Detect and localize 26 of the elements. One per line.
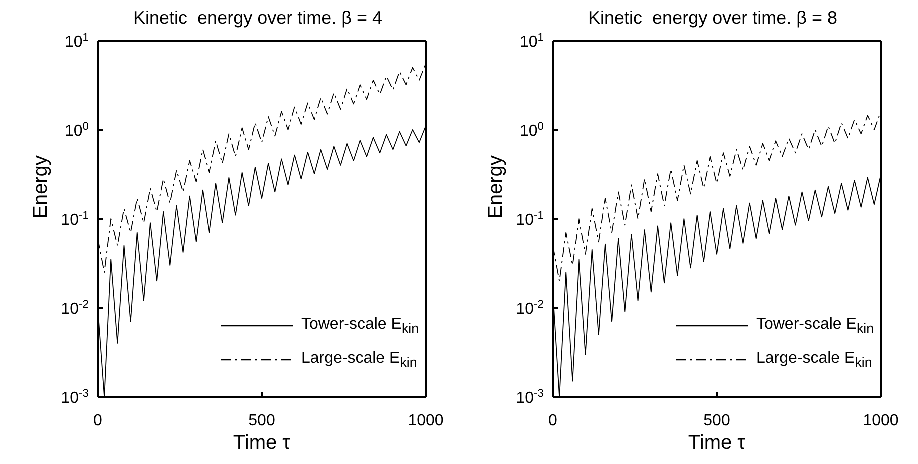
x-tick-label: 1000 bbox=[863, 412, 899, 430]
x-axis-title: Time τ bbox=[688, 432, 746, 454]
x-tick-label: 0 bbox=[548, 412, 558, 430]
y-axis-title: Energy bbox=[30, 156, 52, 219]
x-tick-label: 1000 bbox=[408, 412, 444, 430]
y-tick-label: 10$^{0}$ bbox=[520, 121, 544, 140]
y-tick-label: 10$^{-1}$ bbox=[61, 210, 89, 229]
y-tick-label: 10$^{0}$ bbox=[64, 121, 89, 140]
chart-title: Kinetic energy over time. β = 4 bbox=[132, 8, 384, 29]
x-axis-title: Time τ bbox=[233, 432, 291, 454]
x-tick-label: 500 bbox=[704, 412, 730, 430]
legend-label: Large-scale E$_{kin}$ bbox=[301, 350, 418, 370]
x-tick-label: 500 bbox=[248, 412, 276, 430]
y-tick-label: 10$^{-2}$ bbox=[516, 299, 544, 318]
chart-title: Kinetic energy over time. β = 8 bbox=[588, 8, 838, 29]
legend-label: Tower-scale E$_{kin}$ bbox=[756, 316, 874, 336]
legend-label: Large-scale E$_{kin}$ bbox=[756, 350, 872, 370]
y-tick-label: 10$^{-3}$ bbox=[516, 388, 544, 407]
y-tick-label: 10$^{-1}$ bbox=[516, 210, 544, 229]
y-tick-label: 10$^{1}$ bbox=[520, 32, 544, 51]
y-tick-label: 10$^{-3}$ bbox=[61, 388, 89, 407]
y-axis-title: Energy bbox=[485, 156, 508, 219]
y-tick-label: 10$^{-2}$ bbox=[61, 299, 89, 318]
legend-label: Tower-scale E$_{kin}$ bbox=[301, 316, 419, 336]
y-tick-label: 10$^{1}$ bbox=[64, 32, 89, 51]
x-tick-label: 0 bbox=[94, 412, 103, 430]
